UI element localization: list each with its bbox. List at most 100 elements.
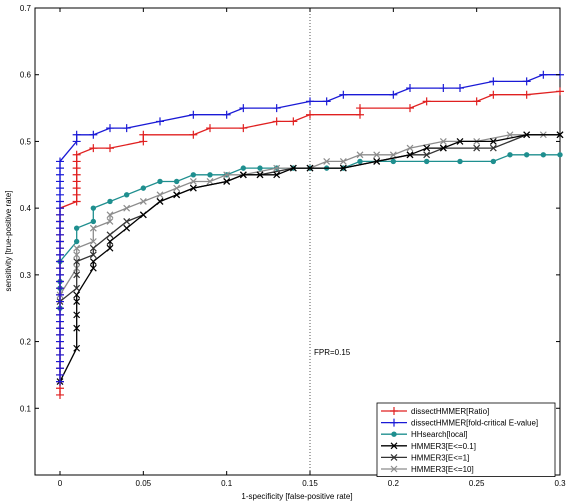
data-point xyxy=(189,184,197,192)
data-point xyxy=(322,97,331,106)
data-point xyxy=(490,158,497,165)
data-point xyxy=(306,110,314,119)
data-point xyxy=(306,97,314,106)
data-point xyxy=(89,244,97,252)
data-point xyxy=(56,224,64,233)
data-point xyxy=(507,152,513,158)
data-point xyxy=(73,324,81,332)
data-point xyxy=(73,258,81,265)
data-point xyxy=(89,258,97,265)
data-point xyxy=(257,165,263,171)
data-point xyxy=(390,158,397,165)
y-tick-label: 0.2 xyxy=(20,338,32,347)
data-point xyxy=(240,165,247,171)
data-point xyxy=(56,264,64,273)
data-point xyxy=(73,271,81,279)
data-point xyxy=(56,184,64,193)
data-point xyxy=(156,191,164,199)
data-point xyxy=(139,211,147,219)
data-point xyxy=(56,350,64,359)
data-point xyxy=(73,225,80,231)
data-point xyxy=(56,157,64,166)
data-point xyxy=(406,151,414,159)
data-point xyxy=(306,164,314,172)
data-point xyxy=(89,264,97,272)
data-point xyxy=(73,344,81,352)
data-point xyxy=(406,144,414,152)
data-point xyxy=(72,150,81,159)
data-point xyxy=(123,204,131,212)
data-point xyxy=(489,77,498,86)
data-point xyxy=(56,230,64,239)
legend-label: HMMER3[E<=10] xyxy=(411,465,474,474)
data-point xyxy=(72,190,81,199)
data-point xyxy=(222,110,231,119)
data-point xyxy=(56,330,64,339)
x-tick-label: 0.05 xyxy=(136,479,152,488)
data-point xyxy=(73,298,81,305)
x-tick-label: 0.15 xyxy=(302,479,318,488)
data-point xyxy=(239,171,247,179)
data-point xyxy=(56,210,64,219)
data-point xyxy=(273,164,281,172)
data-point xyxy=(89,224,97,232)
data-point xyxy=(339,158,347,165)
data-point xyxy=(140,185,147,191)
data-point xyxy=(56,290,64,299)
data-point xyxy=(106,144,114,153)
data-point xyxy=(123,218,131,225)
data-point xyxy=(56,217,64,226)
data-point xyxy=(56,384,64,393)
data-point xyxy=(489,138,497,145)
series-line xyxy=(59,134,560,382)
data-point xyxy=(239,124,248,133)
data-point xyxy=(56,284,64,293)
data-point xyxy=(72,184,81,193)
legend-marker xyxy=(390,442,398,450)
data-point xyxy=(489,144,497,152)
data-point xyxy=(139,130,148,139)
data-point xyxy=(457,158,463,165)
series-group xyxy=(56,70,564,399)
data-point xyxy=(56,324,64,333)
x-tick-label: 0.3 xyxy=(554,479,566,488)
legend-label: HMMER3[E<=0.1] xyxy=(411,442,476,451)
data-point xyxy=(106,124,114,133)
data-point xyxy=(56,170,64,179)
data-point xyxy=(73,311,81,319)
data-point xyxy=(56,250,64,259)
data-point xyxy=(339,164,347,172)
data-point xyxy=(122,124,131,133)
data-point xyxy=(56,297,64,306)
data-point xyxy=(107,198,113,205)
data-point xyxy=(439,84,448,93)
data-point xyxy=(56,370,64,379)
data-point xyxy=(56,344,64,353)
data-point xyxy=(56,190,64,199)
data-point xyxy=(72,157,81,166)
data-point xyxy=(373,158,381,165)
data-point xyxy=(190,172,197,178)
x-tick-label: 0.1 xyxy=(221,479,233,488)
data-point xyxy=(173,191,181,199)
data-point xyxy=(106,218,114,225)
data-point xyxy=(106,231,114,239)
data-point xyxy=(489,90,498,99)
data-point xyxy=(223,178,231,185)
y-tick-label: 0.5 xyxy=(20,137,32,146)
data-point xyxy=(439,138,447,145)
data-point xyxy=(522,90,531,99)
fpr-reference-label: FPR=0.15 xyxy=(314,348,351,357)
data-point xyxy=(56,317,64,326)
reference-line-group: FPR=0.15 xyxy=(309,8,351,475)
data-point xyxy=(389,151,397,159)
data-point xyxy=(339,90,348,99)
y-tick-label: 0.6 xyxy=(20,71,32,80)
data-point xyxy=(139,198,147,205)
data-point xyxy=(89,238,97,245)
y-tick-label: 0.4 xyxy=(20,204,32,213)
data-point xyxy=(123,224,131,232)
series-1 xyxy=(56,70,564,386)
data-point xyxy=(56,357,64,366)
